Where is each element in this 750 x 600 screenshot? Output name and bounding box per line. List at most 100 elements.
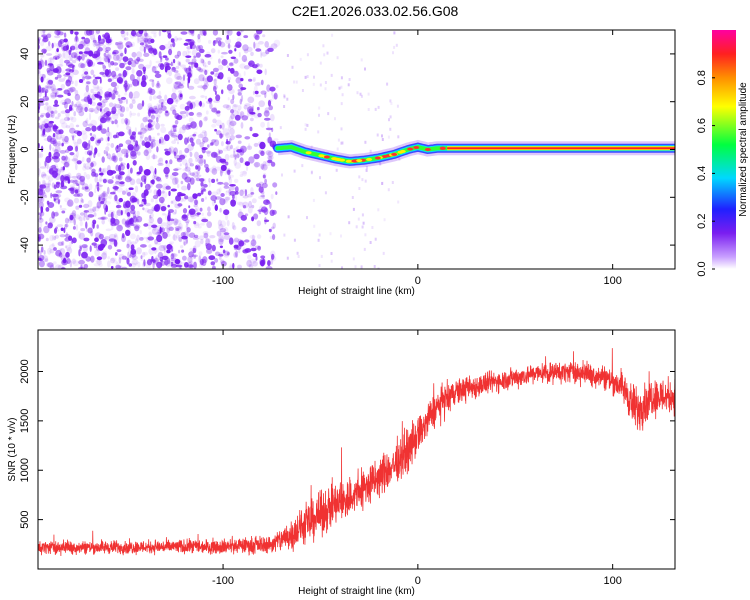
spectrogram-cell: [169, 44, 174, 47]
spectrogram-cell: [267, 100, 272, 107]
spectrogram-cell: [42, 38, 46, 42]
spectrogram-cell: [202, 140, 205, 144]
spectrogram-cell: [107, 126, 110, 133]
spectrogram-cell: [96, 182, 100, 187]
spectrogram-cell: [129, 178, 136, 186]
spectrogram-cell: [163, 166, 170, 175]
spectrogram-cell: [143, 37, 149, 43]
spectrogram-cell: [203, 78, 209, 86]
spectrogram-cell: [60, 84, 65, 90]
spectrogram-cell: [160, 222, 168, 227]
spectrogram-cell: [147, 209, 154, 214]
spectrogram-cell: [80, 107, 85, 112]
spectrogram-cell: [124, 176, 132, 183]
spectrogram-cell: [97, 217, 105, 220]
spectrogram-cell: [108, 38, 113, 43]
spectrogram-cell: [116, 187, 123, 193]
spectrogram-cell: [41, 192, 47, 197]
spectrogram-cell: [180, 180, 184, 185]
spectrogram-cell: [225, 145, 228, 149]
spectrogram-cell: [238, 83, 243, 89]
spectrogram-cell: [164, 134, 170, 142]
spectrogram-cell: [57, 241, 64, 246]
spectrogram-cell: [123, 83, 128, 88]
spectrogram-cell: [191, 31, 195, 37]
spectrogram-cell: [228, 62, 234, 67]
spectrogram-cell: [236, 244, 242, 250]
spectrogram-cell: [71, 258, 76, 265]
spectrogram-cell: [45, 207, 50, 212]
spectrogram-cell: [117, 79, 121, 84]
spectrogram-cell: [260, 121, 265, 128]
spectrogram-cell: [82, 141, 88, 149]
spectrogram-cell: [99, 95, 102, 101]
spectrogram-cell: [377, 105, 380, 109]
spectrogram-cell: [108, 233, 116, 240]
spectrogram-cell: [103, 52, 107, 57]
spectrogram-cell: [253, 41, 256, 49]
spectrogram-cell: [348, 78, 351, 81]
spectrogram-cell: [140, 175, 147, 183]
spectrogram-cell: [216, 75, 224, 80]
spectrogram-cell: [100, 115, 106, 123]
spectrogram-cell: [109, 191, 116, 195]
spectrogram-cell: [237, 105, 242, 111]
spectrogram-cell: [125, 78, 128, 87]
spectrogram-cell: [164, 258, 169, 266]
spectrogram-cell: [162, 186, 167, 190]
spectrogram-cell: [167, 40, 173, 46]
spectrogram-cell: [268, 228, 272, 233]
spectrogram-cell: [381, 134, 383, 138]
spectrogram-cell: [250, 242, 255, 248]
spectrogram-cell: [168, 45, 173, 51]
spectrogram-cell: [69, 214, 74, 221]
spectrogram-cell: [204, 130, 208, 138]
spectrogram-cell: [40, 114, 44, 118]
spectrogram-cell: [193, 100, 201, 107]
spectrogram-cell: [38, 212, 43, 216]
spectrogram-cell: [231, 222, 235, 230]
spectrogram-cell: [229, 184, 236, 187]
x-tick-label: 100: [603, 575, 621, 587]
spectrogram-cell: [47, 184, 50, 187]
spectrogram-cell: [65, 49, 70, 53]
spectrogram-cell: [130, 150, 137, 157]
spectrogram-cell: [38, 89, 42, 93]
spectrogram-cell: [211, 107, 218, 113]
spectrogram-cell: [211, 178, 216, 183]
spectrogram-cell: [112, 89, 116, 95]
spectrogram-cell: [397, 135, 400, 139]
spectrogram-cell: [175, 195, 182, 202]
spectrogram-cell: [94, 107, 99, 114]
spectrogram-cell: [255, 48, 262, 52]
spectrogram-cell: [49, 249, 55, 254]
spectrogram-cell: [185, 55, 192, 58]
spectrogram-cell: [124, 86, 128, 93]
spectrogram-cell: [253, 142, 259, 147]
spectrogram-cell: [102, 178, 107, 184]
spectrogram-cell: [179, 78, 185, 86]
spectrogram-cell: [310, 171, 313, 175]
spectrogram-cell: [225, 140, 231, 145]
spectrogram-cell: [250, 239, 257, 247]
spectrogram-cell: [389, 115, 392, 119]
spectrogram-cell: [116, 54, 123, 61]
spectrogram-cell: [112, 155, 118, 163]
spectrogram-cell: [129, 31, 135, 39]
spectrogram-cell: [133, 215, 140, 219]
spectrogram-cell: [179, 163, 182, 167]
spectrogram-cell: [70, 134, 77, 138]
spectrogram-cell: [306, 75, 309, 78]
spectrogram-cell: [202, 84, 208, 90]
spectrogram-cell: [172, 86, 177, 94]
spectrogram-cell: [82, 120, 88, 128]
spectrogram-cell: [114, 103, 121, 109]
ridge-hotspot: [399, 149, 406, 153]
spectrogram-cell: [354, 265, 357, 269]
spectrogram-cell: [46, 162, 49, 170]
spectrogram-cell: [313, 75, 315, 79]
spectrogram-cell: [115, 174, 122, 180]
spectrogram-cell: [56, 30, 60, 36]
spectrogram-cell: [53, 184, 57, 190]
spectrogram-cell: [188, 208, 196, 215]
